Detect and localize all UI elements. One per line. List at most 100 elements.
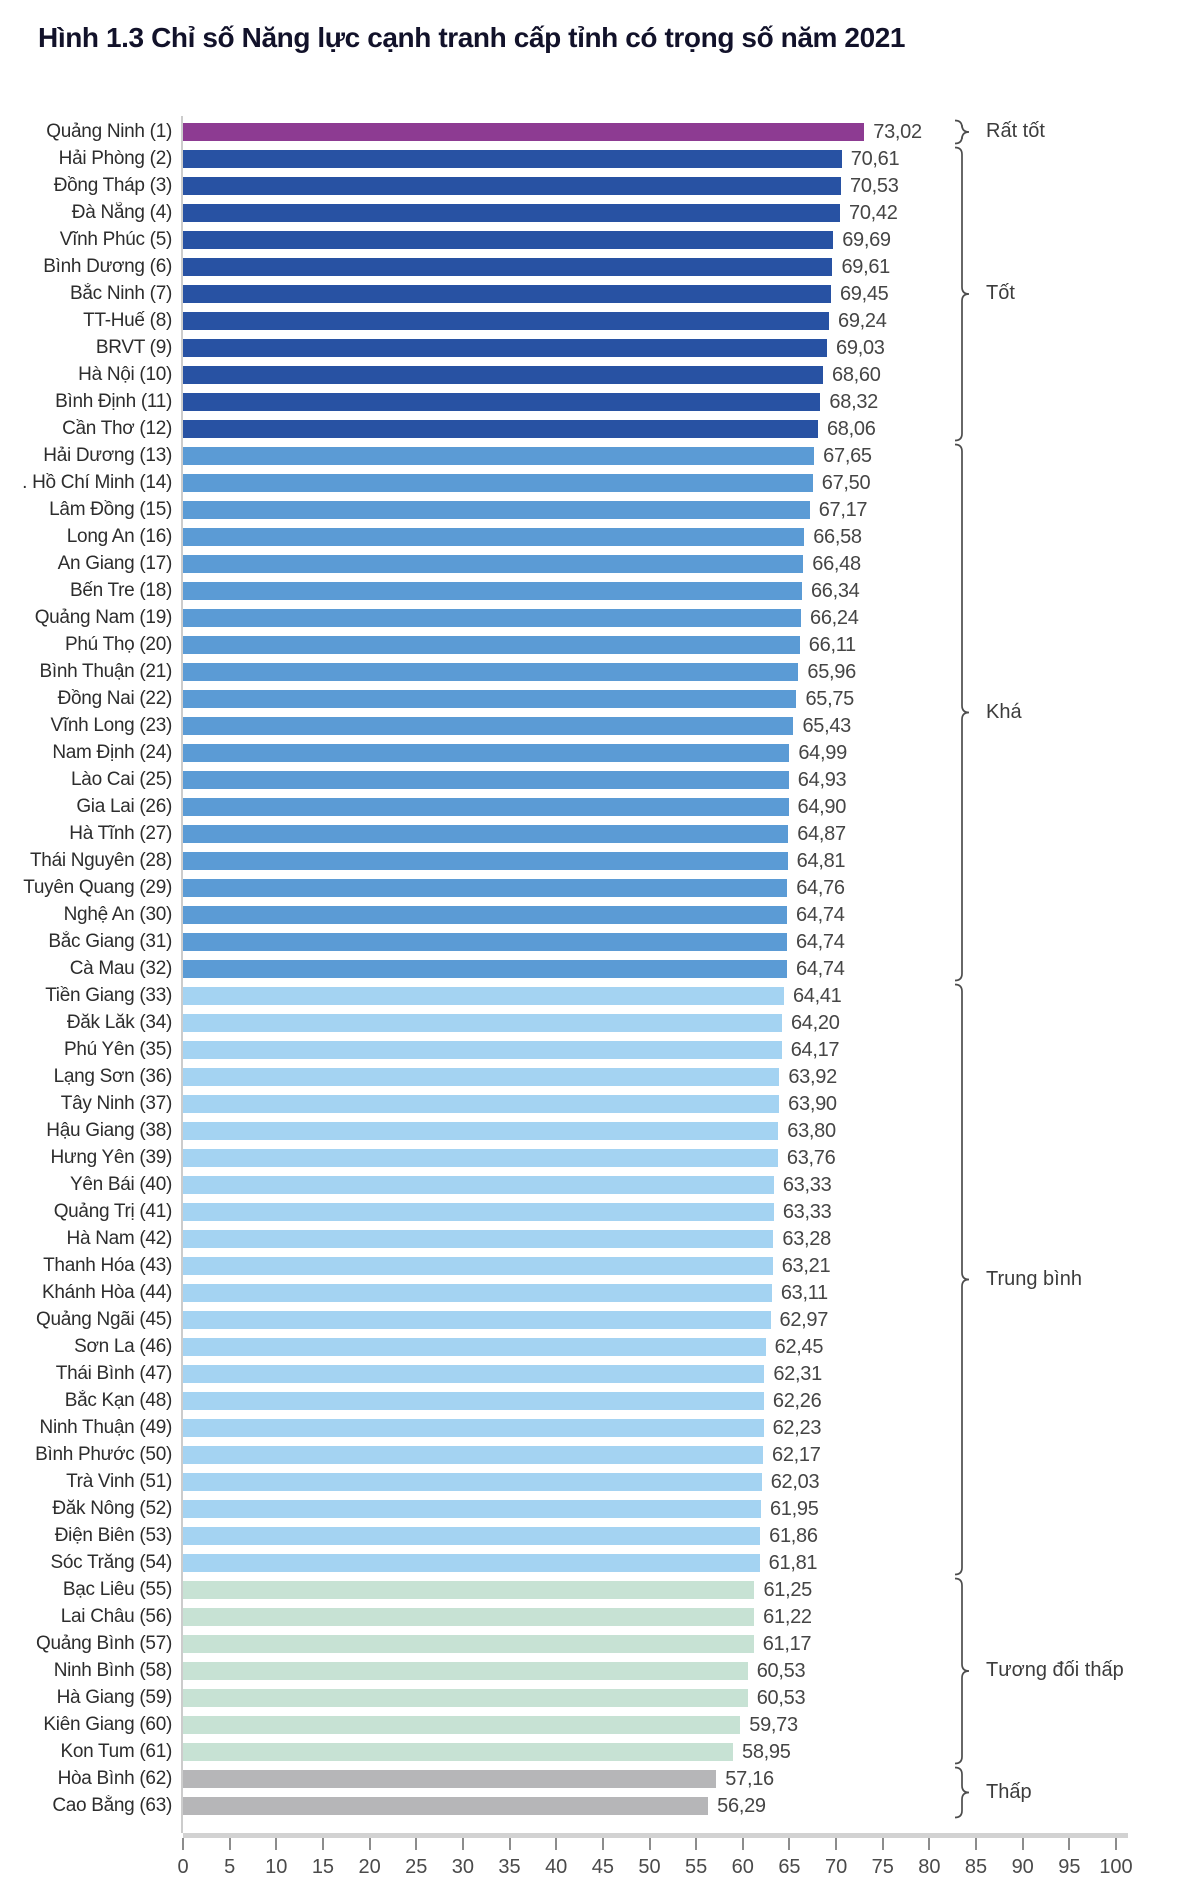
- x-axis-tick: [415, 1838, 418, 1850]
- x-axis-tick: [648, 1838, 651, 1850]
- province-label: Tây Ninh (37): [60, 1093, 172, 1114]
- value-label: 64,74: [796, 958, 845, 980]
- value-label: 70,61: [850, 148, 900, 170]
- bar: [183, 1176, 774, 1194]
- province-label: Khánh Hòa (44): [42, 1282, 172, 1303]
- x-axis-tick-label: 55: [685, 1856, 708, 1878]
- bar: [183, 636, 800, 654]
- bar: [183, 825, 789, 843]
- group-bracket: [954, 119, 970, 145]
- bar: [183, 474, 813, 492]
- province-label: Nam Định (24): [52, 742, 172, 763]
- province-label: Hà Giang (59): [56, 1687, 172, 1708]
- value-label: 57,16: [725, 1768, 774, 1790]
- x-axis-tick-label: 60: [731, 1856, 754, 1878]
- province-label: Hà Tĩnh (27): [69, 823, 172, 844]
- value-label: 62,23: [772, 1417, 822, 1439]
- value-label: 73,02: [873, 121, 922, 143]
- province-label: Quảng Ngãi (45): [36, 1309, 172, 1330]
- province-label: Phú Yên (35): [63, 1039, 172, 1060]
- value-label: 64,74: [796, 931, 845, 953]
- x-axis-tick-label: 25: [405, 1856, 428, 1878]
- value-label: 62,03: [770, 1471, 820, 1493]
- x-axis-tick: [975, 1838, 978, 1850]
- group-bracket: [954, 983, 970, 1576]
- province-label: Quảng Ninh (1): [46, 121, 172, 142]
- bar: [183, 771, 789, 789]
- bar: [183, 1716, 741, 1734]
- x-axis-tick-label: 10: [265, 1856, 288, 1878]
- bar: [183, 1608, 755, 1626]
- group-label: Tương đối thấp: [986, 1659, 1124, 1681]
- x-axis-tick: [601, 1838, 604, 1850]
- province-label: Phú Thọ (20): [65, 634, 172, 655]
- value-label: 59,73: [749, 1714, 798, 1736]
- bar: [183, 231, 834, 249]
- province-label: Lai Châu (56): [60, 1606, 172, 1627]
- group-label: Trung bình: [986, 1267, 1082, 1290]
- province-label: Bạc Liêu (55): [62, 1579, 172, 1600]
- x-axis-tick-label: 65: [778, 1856, 801, 1878]
- province-label: Long An (16): [66, 526, 172, 547]
- x-axis-tick-label: 15: [311, 1856, 335, 1878]
- x-axis-tick: [275, 1838, 278, 1850]
- bar: [183, 1392, 764, 1410]
- value-label: 61,86: [769, 1525, 818, 1547]
- province-label: Đồng Tháp (3): [53, 175, 172, 196]
- x-axis-tick-label: 95: [1058, 1856, 1081, 1878]
- value-label: 61,17: [762, 1633, 812, 1655]
- province-label: Điện Biên (53): [54, 1525, 172, 1546]
- bar: [183, 1041, 782, 1059]
- value-label: 64,81: [796, 850, 846, 872]
- value-label: 63,33: [782, 1174, 832, 1196]
- x-axis-tick-label: 50: [638, 1856, 661, 1878]
- value-label: 61,95: [769, 1498, 819, 1520]
- x-axis-tick: [321, 1838, 324, 1850]
- province-label: Hải Phòng (2): [58, 148, 172, 169]
- value-label: 70,42: [849, 202, 898, 224]
- province-label: Thanh Hóa (43): [43, 1255, 172, 1276]
- x-axis-tick-label: 20: [358, 1856, 381, 1878]
- province-label: Trà Vinh (51): [66, 1471, 172, 1492]
- province-label: Ninh Thuận (49): [39, 1417, 172, 1438]
- bar: [183, 1068, 780, 1086]
- value-label: 67,17: [818, 499, 868, 521]
- value-label: 70,53: [850, 175, 899, 197]
- value-label: 61,25: [763, 1579, 813, 1601]
- value-label: 66,11: [808, 634, 856, 656]
- x-axis-tick-label: 0: [177, 1856, 189, 1878]
- province-label: Đăk Lăk (34): [66, 1012, 172, 1033]
- value-label: 69,24: [838, 310, 887, 332]
- x-axis-tick: [508, 1838, 511, 1850]
- province-label: Lạng Sơn (36): [53, 1066, 172, 1087]
- x-axis-tick: [1115, 1838, 1117, 1850]
- province-label: Lào Cai (25): [71, 769, 172, 790]
- province-label: Nghệ An (30): [63, 904, 172, 925]
- value-label: 69,03: [836, 337, 885, 359]
- group-label: Tốt: [986, 282, 1015, 304]
- province-label: Kiên Giang (60): [43, 1714, 172, 1735]
- value-label: 64,93: [797, 769, 847, 791]
- x-axis-tick-label: 100: [1099, 1856, 1133, 1878]
- value-label: 66,24: [810, 607, 859, 629]
- bar: [183, 582, 802, 600]
- bar: [183, 960, 788, 978]
- bar: [183, 150, 842, 168]
- x-axis-tick-label: 5: [224, 1856, 236, 1878]
- value-label: 58,95: [742, 1741, 791, 1763]
- bar: [183, 717, 794, 735]
- bar: [183, 1149, 778, 1167]
- x-axis-tick: [835, 1838, 838, 1850]
- value-label: 67,50: [821, 472, 871, 494]
- value-label: 66,58: [813, 526, 862, 548]
- x-axis-tick-label: 30: [451, 1856, 475, 1878]
- bar: [183, 339, 828, 357]
- province-label: Quảng Bình (57): [36, 1633, 172, 1654]
- province-label: Hòa Bình (62): [57, 1768, 172, 1789]
- value-label: 64,87: [797, 823, 846, 845]
- province-label: Bắc Giang (31): [48, 931, 172, 952]
- bar: [183, 366, 824, 384]
- x-axis-tick-label: 75: [871, 1856, 894, 1878]
- province-label: Bắc Kạn (48): [64, 1390, 172, 1411]
- value-label: 63,28: [782, 1228, 831, 1250]
